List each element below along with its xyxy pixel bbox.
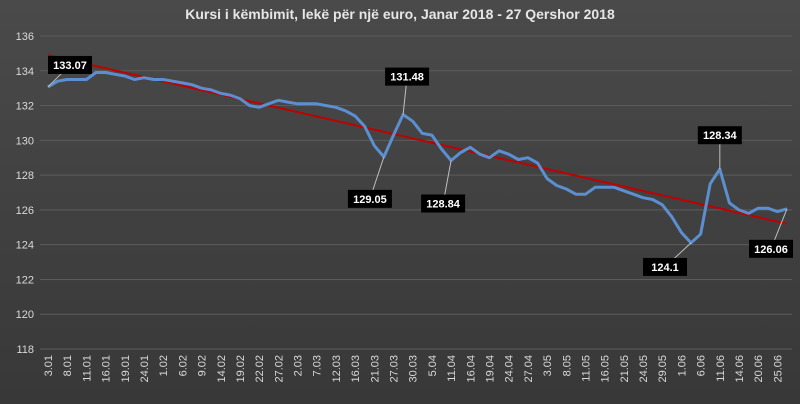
x-tick-label: 6.02 <box>177 355 189 376</box>
x-tick-label: 24.01 <box>139 355 151 383</box>
data-label-box <box>385 67 430 86</box>
y-tick-label: 134 <box>16 66 34 78</box>
y-tick-label: 120 <box>16 309 34 321</box>
x-tick-label: 11.06 <box>715 355 727 382</box>
x-tick-label: 24.05 <box>638 355 650 383</box>
x-tick-label: 29.05 <box>657 355 669 383</box>
data-label-box <box>347 189 392 208</box>
data-label-box <box>48 55 92 74</box>
x-tick-label: 9.02 <box>197 355 209 376</box>
x-tick-label: 21.05 <box>619 355 631 383</box>
x-tick-label: 11.01 <box>81 355 93 382</box>
data-label: 131.48 <box>390 72 424 84</box>
x-tick-label: 11.04 <box>446 355 458 382</box>
x-tick-label: 27.03 <box>389 355 401 383</box>
x-tick-label: 14.06 <box>734 355 746 383</box>
x-tick-label: 19.01 <box>120 355 132 383</box>
x-tick-label: 6.06 <box>696 355 708 376</box>
y-tick-label: 128 <box>16 170 34 182</box>
y-tick-label: 130 <box>16 135 34 147</box>
x-tick-label: 1.06 <box>676 355 688 376</box>
y-tick-label: 132 <box>16 101 34 113</box>
x-tick-label: 16.03 <box>350 355 362 383</box>
y-tick-label: 124 <box>16 240 34 252</box>
data-label: 129.05 <box>353 194 387 206</box>
x-tick-label: 16.04 <box>465 355 477 383</box>
data-label-box <box>749 239 793 258</box>
x-tick-label: 2.03 <box>293 355 305 376</box>
x-tick-label: 20.06 <box>753 355 765 383</box>
x-tick-label: 12.03 <box>331 355 343 383</box>
x-tick-label: 1.02 <box>158 355 170 376</box>
x-tick-label: 19.04 <box>484 355 496 383</box>
x-tick-label: 19.02 <box>235 355 247 383</box>
x-tick-label: 14.02 <box>216 355 228 383</box>
x-tick-label: 5.04 <box>427 355 439 376</box>
y-tick-label: 118 <box>16 344 34 356</box>
y-tick-label: 122 <box>16 274 34 286</box>
data-line <box>47 71 788 245</box>
x-tick-label: 27.04 <box>523 355 535 383</box>
x-tick-label: 3.01 <box>43 355 55 376</box>
x-tick-label: 30.03 <box>408 355 420 383</box>
data-label-box <box>421 194 466 213</box>
x-tick-label: 21.03 <box>369 355 381 383</box>
data-label: 124.1 <box>651 262 679 274</box>
x-tick-label: 25.06 <box>772 355 784 383</box>
data-label: 126.06 <box>754 244 788 256</box>
x-tick-label: 16.05 <box>600 355 612 383</box>
x-tick-label: 11.05 <box>580 355 592 382</box>
x-tick-label: 3.05 <box>542 355 554 376</box>
x-tick-label: 8.05 <box>561 355 573 376</box>
y-tick-label: 126 <box>16 205 34 217</box>
data-label-box <box>643 257 688 276</box>
data-label: 128.84 <box>426 199 461 211</box>
x-tick-label: 7.03 <box>312 355 324 376</box>
chart-title: Kursi i këmbimit, lekë për një euro, Jan… <box>185 6 615 22</box>
x-tick-label: 8.01 <box>62 355 74 376</box>
x-tick-label: 24.04 <box>504 355 516 383</box>
x-tick-label: 27.02 <box>273 355 285 383</box>
x-tick-label: 22.02 <box>254 355 266 383</box>
data-label: 133.07 <box>53 60 87 72</box>
data-label: 128.34 <box>703 130 738 142</box>
trend-line <box>47 54 788 225</box>
y-tick-label: 136 <box>16 31 34 43</box>
data-label-box <box>697 126 742 145</box>
x-tick-label: 16.01 <box>101 355 113 383</box>
